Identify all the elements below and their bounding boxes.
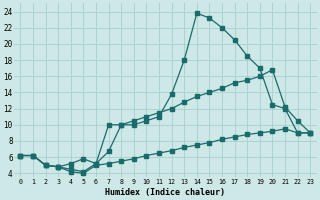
X-axis label: Humidex (Indice chaleur): Humidex (Indice chaleur) (105, 188, 225, 197)
